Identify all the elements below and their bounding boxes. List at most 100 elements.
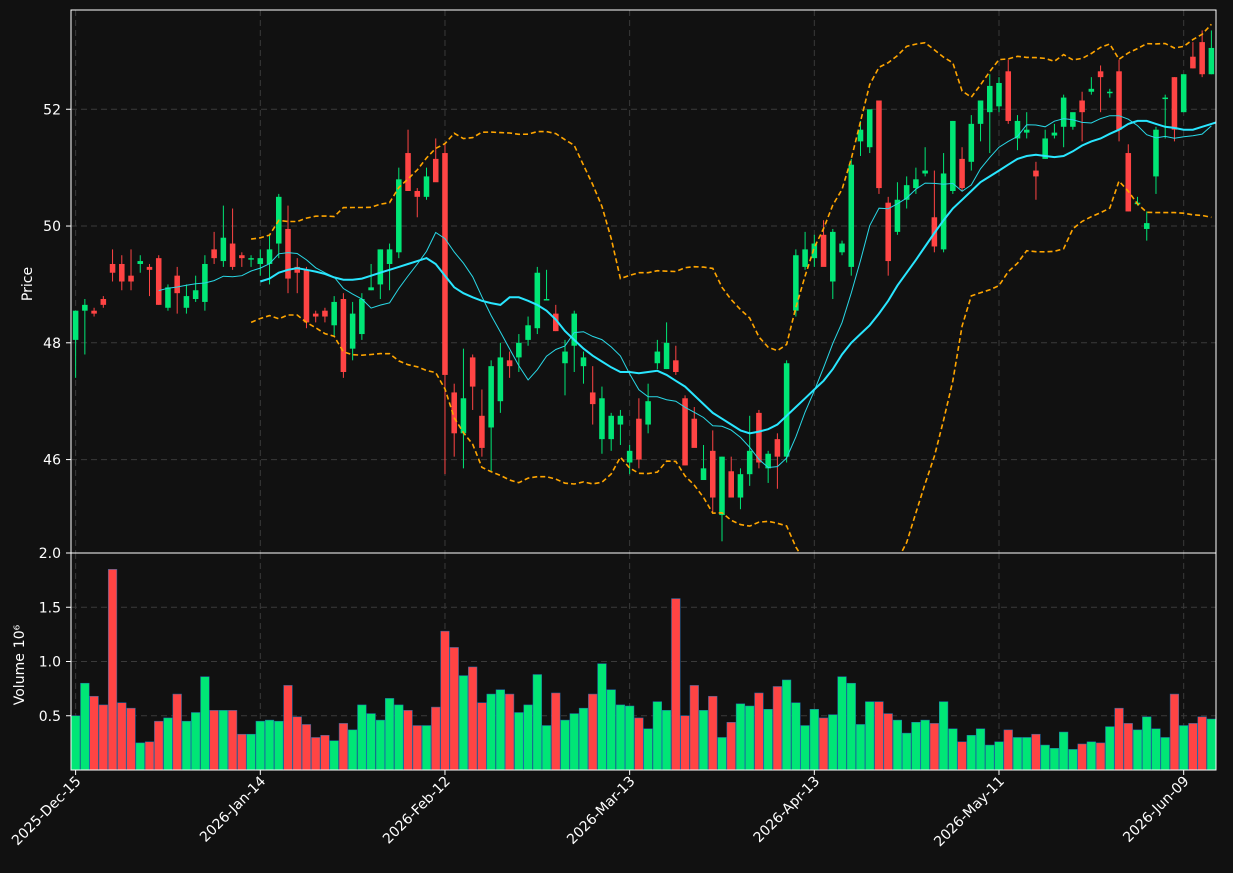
candle-body [294,266,300,273]
volume-bar [1068,749,1078,771]
candle-body [488,366,494,428]
candle-body [516,342,522,358]
volume-bar [181,720,192,771]
volume-bar [735,703,746,771]
candle-body [709,450,716,498]
candle-body [682,398,688,466]
volume-bar [985,744,995,771]
volume-axis-label: Volume10⁶ [12,624,28,705]
volume-bar [1031,733,1041,771]
candle-body [359,299,365,335]
candle-body [959,158,965,189]
volume-bar [348,729,358,771]
candle-body [589,392,596,405]
candle-body [571,313,578,346]
volume-bar [80,682,90,771]
candle-body [876,100,882,189]
volume-y-axis: 0.5 1.0 1.5 2.0 [39,546,71,725]
volume-tick-label: 1.5 [39,600,61,616]
volume-bar [680,715,690,771]
price-y-axis: 46 48 50 52 [43,102,71,469]
candle-body [266,249,273,264]
volume-bar [311,737,321,771]
candle-body [1107,91,1113,94]
volume-bar [689,685,699,771]
candle-body [645,401,651,425]
candle-body [756,412,762,463]
candle-body [950,120,956,191]
volume-bar [421,725,432,771]
candle-body [774,439,781,457]
candle-body [1005,71,1012,121]
volume-bar [745,705,755,771]
volume-bar [957,741,967,771]
candle-body [940,173,947,250]
volume-bar [144,741,155,771]
volume-bar [782,679,792,771]
volume-bar [800,725,810,771]
candle-body [922,170,928,174]
volume-bar [486,693,496,771]
volume-bar [209,710,219,771]
candle-body [626,450,633,463]
volume-bar [126,707,136,771]
volume-bar [874,701,884,771]
price-axis-label: Price [20,267,36,301]
volume-bar [264,719,275,771]
volume-bar [560,719,570,771]
candle-body [155,258,162,305]
price-tick-label: 50 [43,219,61,235]
volume-bar [1012,737,1023,771]
volume-bar [412,725,422,771]
volume-bar [1142,716,1152,771]
candle-body [1079,100,1085,113]
candle-body [1033,170,1039,177]
volume-bar [1188,723,1198,771]
volume-bar [698,710,709,771]
volume-bar [237,733,247,771]
candle-body [857,129,864,142]
volume-bar [1077,743,1087,771]
volume-bar [1049,748,1059,771]
volume-bar [163,717,173,771]
candle-body [109,263,116,273]
volume-bar [1086,741,1096,771]
volume-bar [652,701,662,771]
volume-bar [200,676,210,771]
lower-band-line [250,179,1212,553]
candle-body [1097,71,1104,78]
candle-body [128,275,134,282]
volume-bar [772,686,782,771]
candle-body [543,299,550,301]
candle-body [220,237,227,262]
candle-body [303,269,310,323]
candle-body [663,342,670,370]
price-tick-label: 48 [43,336,61,352]
candle-body [497,357,504,402]
volume-bar [523,704,533,771]
candle-body [1143,223,1150,229]
volume-bar [939,701,949,771]
candle-body [673,360,679,372]
volume-bar [292,716,302,771]
candle-body [119,263,125,282]
candle-body [783,363,790,457]
candle-body [331,301,337,326]
volume-bar [117,702,127,771]
candle-body [1153,129,1159,177]
candle-body [248,258,254,260]
candle-body [377,249,384,285]
volume-bar [643,728,653,771]
volume-bar [532,674,542,771]
volume-bar [855,724,866,771]
candle-body [913,179,919,189]
volume-bar [726,722,736,771]
candle-body [996,82,1002,107]
candle-body [1162,97,1168,100]
volume-bar [89,695,99,771]
candle-body [1180,74,1187,113]
candle-body [562,351,568,364]
candle-body [165,287,171,308]
candle-body [72,310,79,340]
